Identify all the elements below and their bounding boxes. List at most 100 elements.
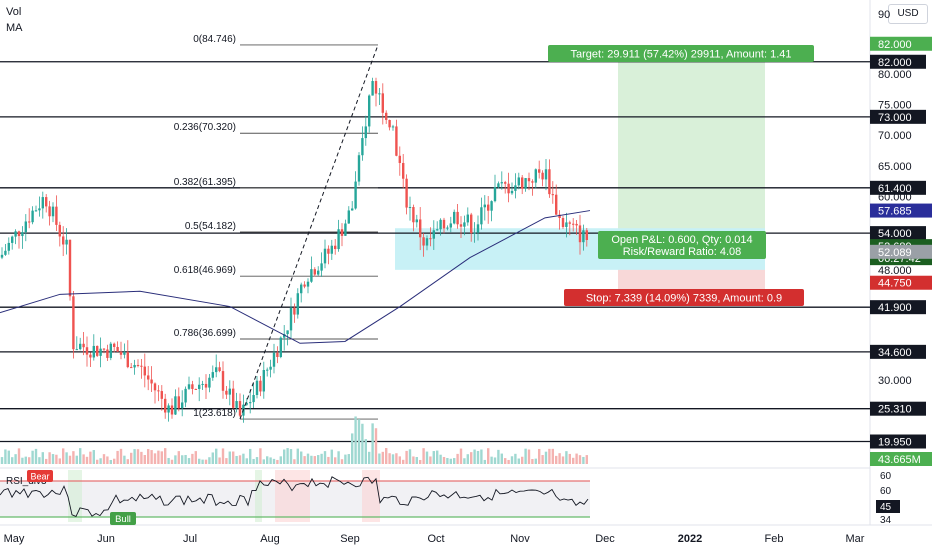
volume-bar xyxy=(354,416,357,464)
candle-body xyxy=(534,169,537,183)
rsi-div-zone xyxy=(68,470,82,522)
volume-bar xyxy=(181,455,184,464)
volume-bar xyxy=(327,456,330,464)
candle-body xyxy=(541,172,544,180)
candle-body xyxy=(21,232,24,237)
candle-body xyxy=(75,349,78,351)
volume-bar xyxy=(204,459,208,464)
candle-body xyxy=(245,403,248,405)
volume-bar xyxy=(160,451,163,464)
volume-bar xyxy=(521,456,524,464)
price-tag-bg xyxy=(870,244,932,259)
volume-bar xyxy=(17,448,21,464)
volume-bar xyxy=(337,451,340,464)
candle-body xyxy=(357,155,361,182)
candle-body xyxy=(432,230,435,239)
volume-bar xyxy=(344,454,347,464)
candle-body xyxy=(140,365,143,367)
candle-body xyxy=(313,269,316,275)
time-tick: Sep xyxy=(340,533,360,545)
volume-bar xyxy=(106,456,109,464)
currency-button[interactable]: USD xyxy=(888,4,928,24)
candle-body xyxy=(11,236,14,243)
volume-bar xyxy=(551,448,554,464)
volume-bar xyxy=(211,452,214,464)
bull-label: Bull xyxy=(115,514,131,525)
rsi-div-zone xyxy=(362,470,380,522)
volume-bar xyxy=(221,448,225,464)
candle-body xyxy=(453,211,456,224)
volume-bar xyxy=(493,457,497,464)
candle-body xyxy=(174,396,177,415)
volume-bar xyxy=(272,458,276,464)
volume-bar xyxy=(436,450,439,464)
volume-bar xyxy=(500,453,503,464)
volume-bar xyxy=(96,459,99,464)
volume-bar xyxy=(102,454,106,464)
price-tag: 57.685 xyxy=(878,206,912,218)
volume-bar xyxy=(527,449,531,464)
volume-bar xyxy=(364,439,367,464)
volume-bar xyxy=(374,428,378,464)
volume-bar xyxy=(130,452,133,464)
price-tick: 48.000 xyxy=(878,265,912,277)
volume-legend: Vol xyxy=(6,6,22,18)
candle-body xyxy=(327,248,330,254)
candle-body xyxy=(347,210,350,224)
candle-body xyxy=(463,222,466,227)
rsi-axis-tick: 34 xyxy=(880,515,892,526)
candle-body xyxy=(510,190,514,194)
volume-bar xyxy=(330,449,333,464)
volume-bar xyxy=(269,457,272,464)
candle-body xyxy=(150,379,153,384)
volume-bar xyxy=(544,451,548,464)
candle-body xyxy=(228,388,231,395)
bull-label-bg xyxy=(110,512,136,525)
price-tick: 65.000 xyxy=(878,161,912,173)
volume-bar xyxy=(296,448,299,464)
candle-body xyxy=(221,371,225,391)
candle-body xyxy=(119,351,123,355)
fib-label-6: 1(23.618) xyxy=(193,408,236,419)
candle-body xyxy=(126,352,129,368)
volume-bar xyxy=(164,448,167,464)
candle-body xyxy=(143,366,146,376)
candle-body xyxy=(544,169,548,180)
bear-label-bg xyxy=(27,470,53,482)
volume-bar xyxy=(167,457,170,464)
candle-body xyxy=(113,343,116,347)
volume-bar xyxy=(459,448,463,464)
candle-body xyxy=(17,231,21,237)
volume-bar xyxy=(422,448,425,464)
price-tick: 80.000 xyxy=(878,69,912,81)
volume-bar xyxy=(0,457,4,464)
candle-body xyxy=(483,204,486,208)
volume-bar xyxy=(538,448,541,464)
candle-body xyxy=(551,194,554,196)
volume-bar xyxy=(368,451,371,464)
candle-body xyxy=(429,238,432,240)
volume-bar xyxy=(425,451,429,464)
volume-bar xyxy=(65,452,68,464)
volume-bar xyxy=(378,453,381,464)
pnl-label-bg xyxy=(598,231,766,259)
volume-bar xyxy=(194,451,197,464)
candle-body xyxy=(286,330,289,335)
volume-bar xyxy=(79,448,82,464)
volume-bar xyxy=(249,448,252,464)
candle-body xyxy=(211,372,214,378)
volume-bar xyxy=(456,453,459,464)
candle-body xyxy=(14,231,17,237)
volume-bar xyxy=(582,456,585,464)
candle-body xyxy=(548,169,551,195)
volume-bar xyxy=(228,451,231,464)
candle-body xyxy=(425,238,429,246)
fib-label-2: 0.382(61.395) xyxy=(174,177,236,188)
volume-bar xyxy=(429,456,432,464)
candle-body xyxy=(255,380,259,396)
candle-body xyxy=(364,126,367,139)
candle-body xyxy=(293,307,296,315)
volume-bar xyxy=(490,456,493,464)
candle-body xyxy=(524,178,527,189)
